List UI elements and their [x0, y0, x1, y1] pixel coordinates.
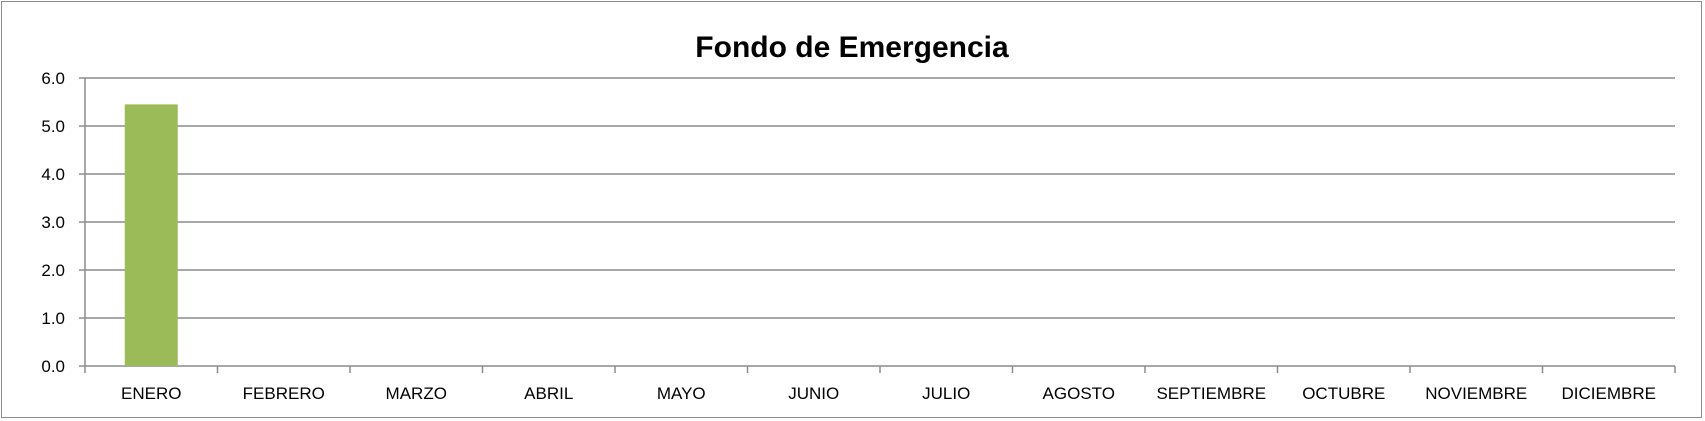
- y-tick-label: 3.0: [41, 213, 65, 232]
- axes: [79, 77, 1676, 373]
- y-tick-label: 2.0: [41, 261, 65, 280]
- x-tick-label: MARZO: [386, 384, 447, 403]
- x-tick-label: MAYO: [657, 384, 706, 403]
- chart-title: Fondo de Emergencia: [695, 31, 1009, 64]
- x-tick-label: ENERO: [121, 384, 181, 403]
- bar: [124, 104, 178, 367]
- y-tick-label: 6.0: [41, 69, 65, 88]
- x-tick-label: SEPTIEMBRE: [1156, 384, 1266, 403]
- y-tick-labels: 0.0 1.0 2.0 3.0 4.0 5.0 6.0: [41, 69, 65, 376]
- x-tick-labels: ENERO FEBRERO MARZO ABRIL MAYO JUNIO JULIO AGOS…: [121, 384, 1656, 403]
- gridlines: [85, 77, 1675, 367]
- x-tick-label: NOVIEMBRE: [1425, 384, 1527, 403]
- x-tick-label: AGOSTO: [1043, 384, 1115, 403]
- x-tick-label: ABRIL: [524, 384, 573, 403]
- y-tick-label: 1.0: [41, 309, 65, 328]
- y-tick-label: 4.0: [41, 165, 65, 184]
- x-tick-label: JUNIO: [788, 384, 839, 403]
- x-tick-label: DICIEMBRE: [1562, 384, 1656, 403]
- y-tick-label: 5.0: [41, 117, 65, 136]
- x-tick-label: OCTUBRE: [1302, 384, 1385, 403]
- x-tick-label: FEBRERO: [243, 384, 325, 403]
- bars: [124, 104, 178, 367]
- x-tick-label: JULIO: [922, 384, 970, 403]
- y-tick-label: 0.0: [41, 357, 65, 376]
